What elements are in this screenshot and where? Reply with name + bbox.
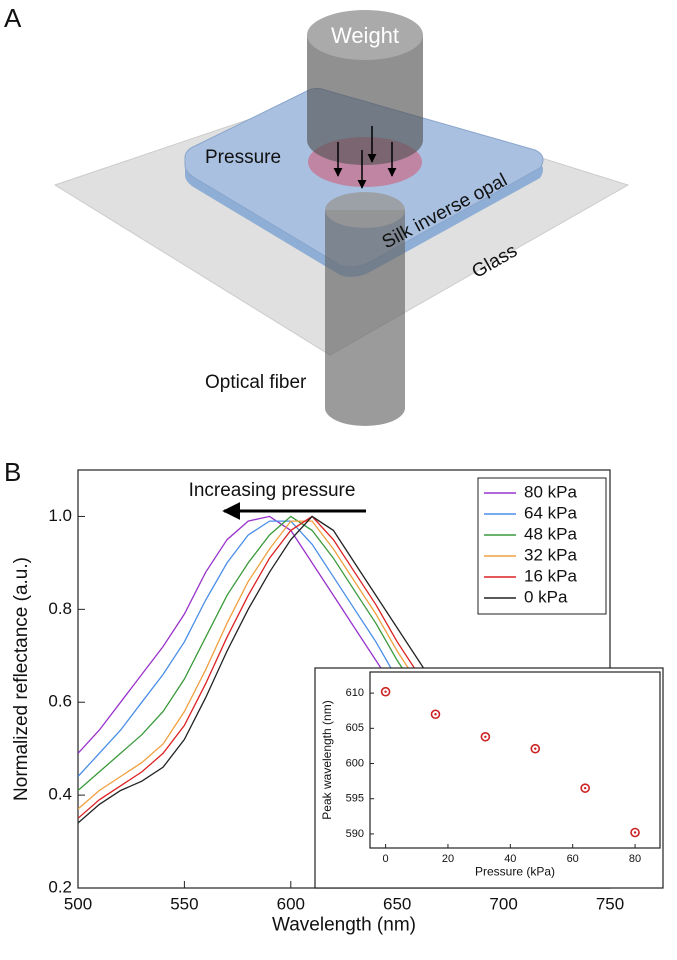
plot-frame	[369, 671, 661, 849]
y-tick-label: 0.4	[48, 785, 72, 804]
legend-label: 48 kPa	[524, 524, 577, 543]
x-axis-label: Wavelength (nm)	[272, 914, 416, 935]
x-tick-label: 650	[383, 894, 411, 913]
point	[580, 783, 590, 793]
legend-label: 64 kPa	[524, 503, 577, 522]
pressure-arrows	[333, 126, 397, 189]
point	[530, 743, 541, 754]
point-center	[633, 831, 637, 834]
y-tick-label: 595	[346, 793, 364, 805]
point	[480, 731, 491, 742]
legend-box	[477, 477, 607, 615]
point	[630, 827, 640, 838]
weight-body	[307, 35, 423, 165]
inset-frame	[314, 667, 664, 889]
legend-label: 16 kPa	[524, 566, 577, 585]
point-center	[384, 690, 387, 693]
point	[430, 709, 441, 720]
y-axis-label: Peak wavelength (nm)	[320, 700, 334, 819]
y-axis-label: Normalized reflectance (a.u.)	[11, 557, 32, 801]
annotation: Increasing pressure	[189, 480, 356, 501]
y-tick-label: 590	[346, 828, 364, 840]
x-tick-label: 20	[442, 853, 454, 865]
y-tick-label: 0.8	[48, 599, 72, 618]
y-tick-label: 600	[346, 757, 364, 769]
legend-label: 80 kPa	[524, 482, 577, 501]
weight-top	[307, 10, 423, 60]
legend-label: 32 kPa	[524, 545, 577, 564]
x-tick-label: 600	[277, 894, 305, 913]
point-center	[534, 747, 537, 750]
weight-label: Weight	[331, 23, 399, 48]
x-tick-label: 750	[596, 894, 624, 913]
x-tick-label: 80	[629, 853, 641, 865]
fiber-body	[325, 210, 405, 426]
y-tick-label: 1.0	[48, 506, 72, 525]
y-tick-label: 0.2	[48, 877, 72, 896]
x-tick-label: 500	[64, 894, 92, 913]
y-tick-label: 610	[346, 687, 364, 699]
diagram: Weight Pressure Silk inverse opal Glass …	[53, 10, 630, 426]
legend-label: 0 kPa	[524, 587, 568, 606]
point-center	[583, 786, 587, 790]
x-tick-label: 60	[567, 853, 579, 865]
x-tick-label: 40	[504, 853, 516, 865]
y-tick-label: 0.6	[48, 692, 72, 711]
fiber-label: Optical fiber	[205, 372, 307, 393]
fiber-top	[325, 192, 405, 228]
x-axis-label: Pressure (kPa)	[475, 864, 555, 878]
x-tick-label: 700	[489, 894, 517, 913]
panel-label: B	[4, 457, 21, 487]
y-tick-label: 605	[346, 722, 364, 734]
point-center	[484, 735, 487, 738]
point-center	[434, 713, 437, 716]
x-tick-label: 0	[383, 853, 389, 865]
pressure-label: Pressure	[205, 147, 281, 168]
panel-label: A	[4, 3, 22, 33]
x-tick-label: 550	[170, 894, 198, 913]
point	[380, 686, 391, 697]
